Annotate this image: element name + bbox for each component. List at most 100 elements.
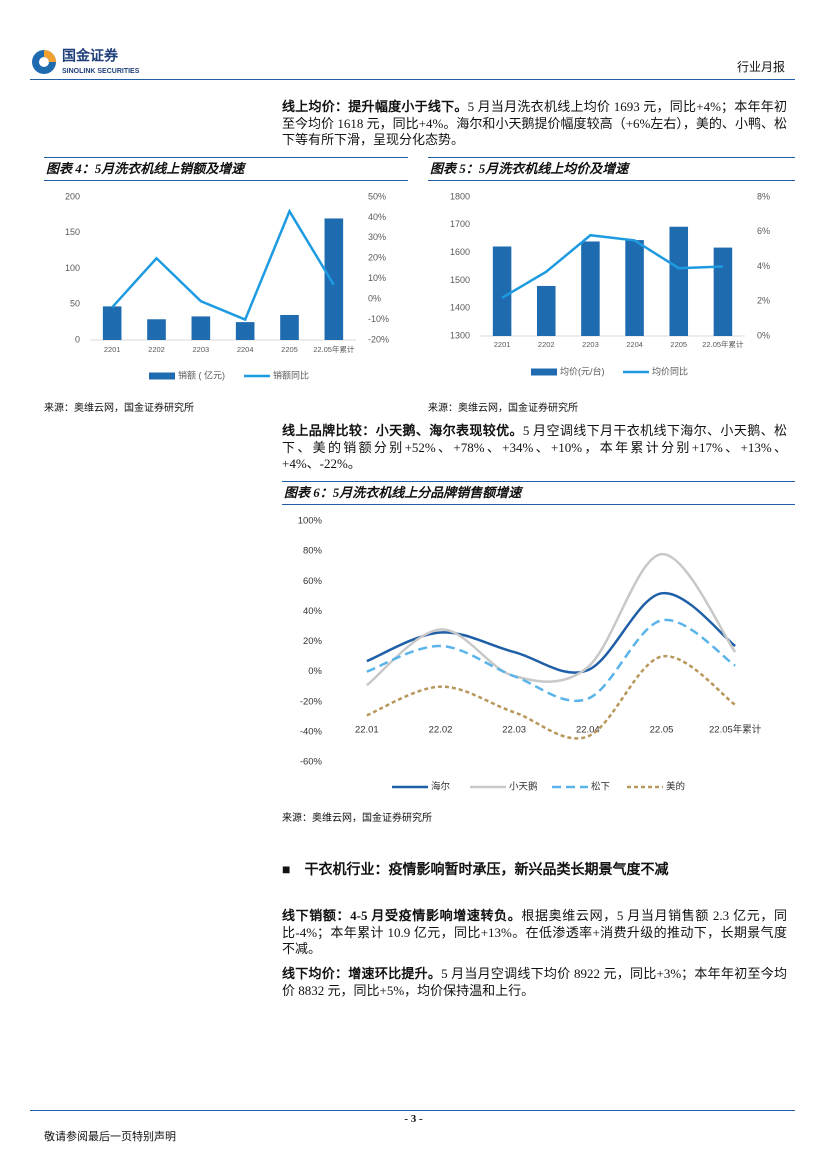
- chart: -60% -40% -20% 0% 20% 40% 60% 80% 100% 22.01 22.02…: [298, 516, 762, 793]
- x-tick-label: 22.05: [650, 725, 674, 736]
- y-tick-label: 20%: [303, 636, 323, 647]
- y-tick-label: 40%: [303, 606, 323, 617]
- legend-label: 美的: [666, 781, 685, 793]
- paragraph: 线上均价：提升幅度小于线下。5 月当月洗衣机线上均价 1693 元，同比+4%；…: [282, 99, 787, 149]
- figure-title: 图表 6：5月洗衣机线上分品牌销售额增速: [282, 481, 795, 505]
- y2-tick-label: 4%: [757, 261, 770, 271]
- paragraph-text: 5 月当月空调线下均价 8922 元，同比+3%；本年年初至今均价 8832 元…: [282, 966, 787, 998]
- x-tick-label: 22.01: [355, 725, 379, 736]
- y-tick-label: 150: [65, 227, 80, 237]
- x-tick-label: 2203: [582, 340, 599, 349]
- bar: [669, 226, 689, 336]
- bar: [235, 322, 255, 340]
- bar: [713, 247, 733, 336]
- y-tick-label: 1800: [450, 191, 470, 201]
- bar: [324, 218, 344, 340]
- x-tick-label: 2203: [192, 345, 209, 354]
- chart: 1300 1400 1500 1600 1700 1800 0% 2% 4% 6% 8% 2201 22…: [450, 191, 770, 376]
- y2-tick-label: 10%: [368, 273, 386, 283]
- y2-tick-label: 40%: [368, 212, 386, 222]
- x-tick-label: 22.05年累计: [702, 339, 744, 349]
- bar: [625, 240, 644, 336]
- paragraph-lead: 线上品牌比较：小天鹅、海尔表现较优。: [282, 423, 523, 438]
- figure-source: 来源：奥维云网，国金证券研究所: [282, 813, 432, 824]
- y2-tick-label: 0%: [368, 294, 381, 304]
- logo-icon-accent: [44, 50, 56, 62]
- legend-label: 海尔: [431, 781, 451, 793]
- y-tick-label: 0%: [308, 666, 322, 677]
- bar: [147, 319, 166, 340]
- paragraph-lead: 线上均价：提升幅度小于线下。: [282, 99, 468, 114]
- x-tick-label: 2201: [104, 345, 121, 354]
- paragraph: 线下销额：4-5 月受疫情影响增速转负。根据奥维云网，5 月当月销售额 2.3 …: [282, 908, 787, 958]
- bar: [191, 316, 211, 340]
- y-tick-label: 1700: [450, 219, 470, 229]
- y2-tick-label: 50%: [368, 191, 386, 201]
- y2-tick-label: 0%: [757, 330, 770, 340]
- y-tick-label: -40%: [300, 726, 323, 737]
- legend-label: 销额 ( 亿元): [178, 369, 225, 380]
- x-tick-label: 2204: [237, 345, 254, 354]
- chart: 0 50 100 150 200 -20% -10% 0% 10% 20% 30% 40% 50% 220…: [65, 191, 389, 380]
- line-series: [111, 208, 335, 322]
- footer-rule: [30, 1110, 795, 1111]
- paragraph-text: 根据奥维云网，5 月当月销售额 2.3 亿元，同比-4%；本年累计 10.9 亿…: [282, 908, 787, 956]
- legend-label: 松下: [591, 781, 610, 793]
- page-number: - 3 -: [404, 1113, 423, 1125]
- header-rule: [30, 79, 795, 80]
- y2-tick-label: 30%: [368, 232, 386, 242]
- line-series: [366, 552, 737, 687]
- report-type: 行业月报: [736, 60, 785, 74]
- x-tick-label: 22.05年累计: [709, 724, 762, 736]
- legend-label: 销额同比: [273, 369, 309, 380]
- paragraph-lead: 线下均价：增速环比提升。: [282, 966, 442, 981]
- x-tick-label: 2205: [670, 340, 687, 349]
- x-tick-label: 2202: [148, 345, 165, 354]
- x-tick-label: 2205: [281, 345, 298, 354]
- y2-tick-label: -20%: [368, 334, 389, 344]
- x-tick-label: 22.02: [429, 725, 453, 736]
- x-tick-label: 22.03: [502, 725, 526, 736]
- y2-tick-label: 8%: [757, 191, 770, 201]
- line-series: [366, 655, 736, 740]
- y2-tick-label: 2%: [757, 296, 770, 306]
- legend-label: 小天鹅: [509, 781, 538, 793]
- y-tick-label: 100%: [298, 516, 323, 527]
- y-tick-label: 200: [65, 191, 80, 201]
- logo-en: SINOLINK SECURITIES: [62, 68, 140, 75]
- logo: 国金证券 SINOLINK SECURITIES: [32, 48, 140, 75]
- bar: [102, 306, 122, 340]
- legend-swatch: [531, 368, 557, 376]
- section-heading-text: 干衣机行业：疫情影响暂时承压，新兴品类长期景气度不减: [304, 863, 669, 878]
- section-heading: ■ 干衣机行业：疫情影响暂时承压，新兴品类长期景气度不减: [282, 859, 668, 879]
- y2-tick-label: 6%: [757, 226, 770, 236]
- line-series: [366, 592, 736, 674]
- bullet: ■: [282, 863, 291, 878]
- logo-icon-inner: [39, 57, 49, 67]
- paragraph-text: 5 月空调线下月干衣机线下海尔、小天鹅、松下、美的销额分别+52%、+78%、+…: [282, 423, 787, 471]
- y-tick-label: 50: [70, 299, 80, 309]
- y2-tick-label: 20%: [368, 253, 386, 263]
- x-tick-label: 2202: [538, 340, 555, 349]
- logo-cn: 国金证券: [62, 48, 119, 64]
- figure-source: 来源：奥维云网，国金证券研究所: [428, 403, 578, 414]
- y-tick-label: 0: [75, 334, 80, 344]
- figure-source: 来源：奥维云网，国金证券研究所: [44, 403, 194, 414]
- legend-label: 均价(元/台): [560, 365, 605, 376]
- legend-swatch: [149, 372, 175, 380]
- y-tick-label: 1300: [450, 330, 470, 340]
- figure-title: 图表 4：5月洗衣机线上销额及增速: [44, 157, 408, 181]
- y-tick-label: 1500: [450, 275, 470, 285]
- y-tick-label: -60%: [300, 757, 323, 768]
- y-tick-label: 1600: [450, 247, 470, 257]
- figure-title: 图表 5：5月洗衣机线上均价及增速: [428, 157, 795, 181]
- footer-disclaimer: 敬请参阅最后一页特别声明: [44, 1131, 176, 1143]
- y-tick-label: 80%: [303, 546, 323, 557]
- paragraph-lead: 线下销额：4-5 月受疫情影响增速转负。: [282, 908, 522, 923]
- paragraph: 线上品牌比较：小天鹅、海尔表现较优。5 月空调线下月干衣机线下海尔、小天鹅、松下…: [282, 423, 787, 473]
- bar: [536, 285, 556, 336]
- x-tick-label: 2204: [626, 340, 643, 349]
- line-series: [501, 233, 723, 299]
- x-tick-label: 2201: [494, 340, 511, 349]
